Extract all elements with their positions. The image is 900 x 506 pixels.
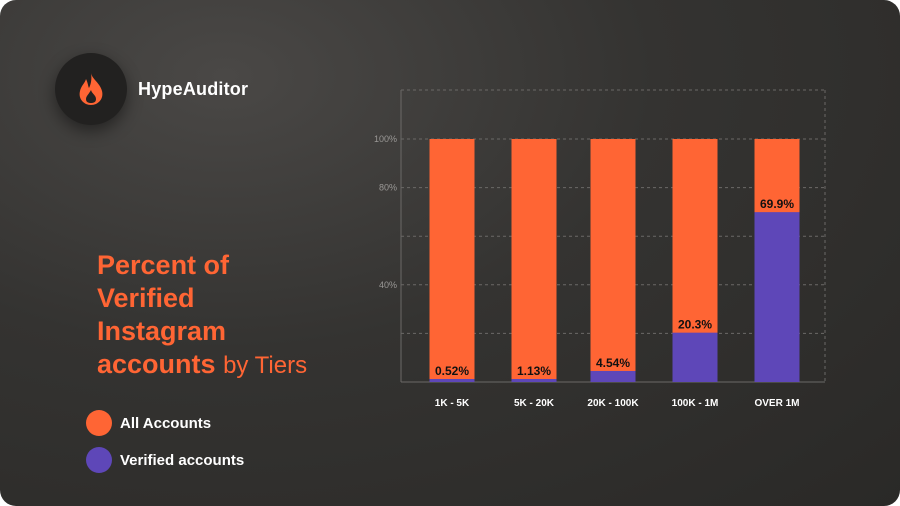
x-tick-label: 1K - 5K <box>435 398 470 409</box>
bar-verified <box>590 370 636 382</box>
bar-verified <box>511 379 557 382</box>
title-line: Instagram <box>97 316 227 346</box>
data-label: 0.52% <box>435 364 469 378</box>
title-line: accounts <box>97 349 216 379</box>
y-tick-label: 40% <box>379 280 397 290</box>
chart-title: Percent of Verified Instagram accounts b… <box>97 249 347 382</box>
legend-item-all-accounts: All Accounts <box>86 410 244 436</box>
x-tick-label: 5K - 20K <box>514 398 555 409</box>
bar-verified <box>754 212 800 382</box>
bar-all-accounts <box>511 139 557 382</box>
title-line: Percent of <box>97 250 230 280</box>
data-label: 20.3% <box>678 318 712 332</box>
data-label: 69.9% <box>760 197 794 211</box>
flame-icon <box>79 73 103 105</box>
legend-swatch <box>86 410 112 436</box>
title-line: Verified <box>97 283 195 313</box>
brand-name: HypeAuditor <box>138 79 249 99</box>
legend-swatch <box>86 447 112 473</box>
title-suffix: by Tiers <box>223 352 308 379</box>
bar-verified <box>429 379 475 382</box>
x-tick-label: 20K - 100K <box>587 398 639 409</box>
y-tick-label: 100% <box>374 134 397 144</box>
bar-verified <box>672 332 718 382</box>
brand-logo <box>55 53 127 125</box>
data-label: 1.13% <box>517 364 551 378</box>
x-tick-label: OVER 1M <box>754 398 799 409</box>
bar-all-accounts <box>429 139 475 382</box>
x-tick-label: 100K - 1M <box>672 398 719 409</box>
bar-all-accounts <box>590 139 636 382</box>
legend-item-verified-accounts: Verified accounts <box>86 447 244 473</box>
data-label: 4.54% <box>596 356 630 370</box>
legend: All Accounts Verified accounts <box>86 410 244 484</box>
y-tick-label: 80% <box>379 183 397 193</box>
legend-label: Verified accounts <box>120 451 245 469</box>
legend-label: All Accounts <box>120 414 212 432</box>
